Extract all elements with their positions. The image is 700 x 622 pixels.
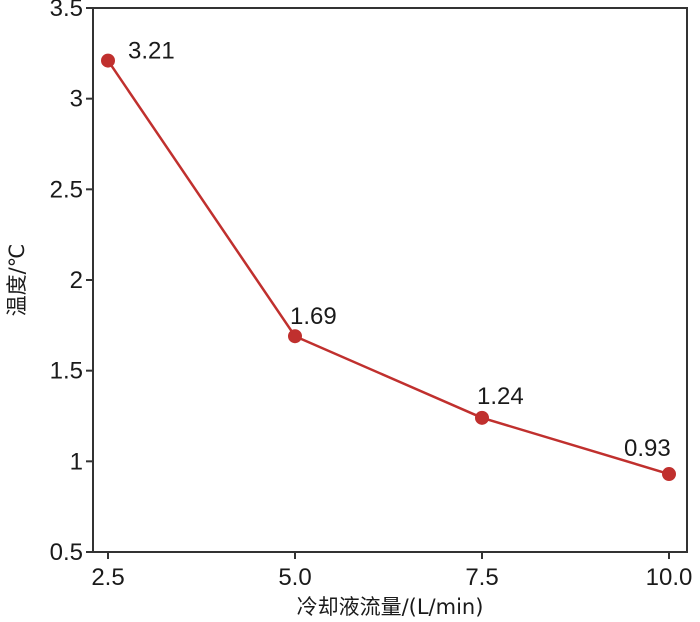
data-label: 1.24 [477,383,524,410]
series [101,53,676,482]
data-label: 3.21 [128,38,175,65]
x-tick-label: 2.5 [91,564,124,591]
y-tick-label: 0.5 [50,539,83,566]
axes [92,7,688,553]
y-tick-label: 3.5 [50,0,83,22]
y-tick-label: 1 [70,448,83,475]
x-tick-label: 10.0 [646,564,693,591]
data-labels: 3.21 1.69 1.24 0.93 [128,38,671,462]
series-line [106,59,670,476]
x-tick-label: 5.0 [278,564,311,591]
y-tick-label: 2.5 [50,176,83,203]
data-label: 1.69 [290,303,337,330]
data-point [288,329,302,344]
y-tick-label: 1.5 [50,358,83,385]
x-tick-label: 7.5 [465,564,498,591]
ticks: 0.5 1 1.5 2 2.5 3 3.5 2.5 5.0 7.5 10.0 [50,0,693,591]
data-label: 0.93 [624,435,671,462]
data-point [475,410,489,425]
plot-frame [92,7,688,553]
y-tick-label: 3 [70,86,83,113]
x-axis-title: 冷却液流量/(L/min) [297,595,484,619]
y-axis-title: 温度/℃ [5,244,29,317]
y-tick-label: 2 [70,267,83,294]
data-point [101,53,115,68]
data-point [662,467,676,482]
